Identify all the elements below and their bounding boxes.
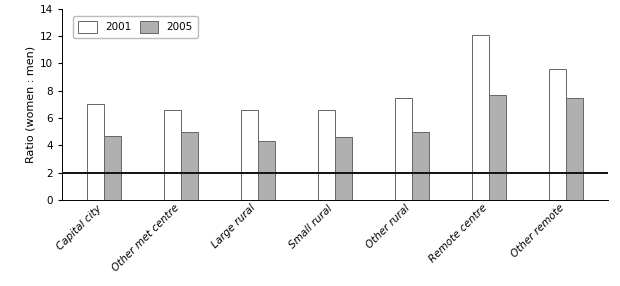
Bar — [412, 132, 429, 200]
Bar — [181, 132, 198, 200]
Bar — [87, 104, 104, 200]
Bar — [395, 98, 412, 200]
Bar — [258, 141, 275, 200]
Bar — [489, 95, 506, 200]
Bar — [318, 110, 335, 200]
Bar — [164, 110, 181, 200]
Bar — [241, 110, 258, 200]
Bar — [549, 69, 566, 200]
Bar — [335, 137, 352, 200]
Legend: 2001, 2005: 2001, 2005 — [73, 16, 198, 38]
Bar — [104, 136, 121, 200]
Y-axis label: Ratio (women : men): Ratio (women : men) — [25, 46, 35, 163]
Bar — [566, 98, 583, 200]
Bar — [472, 35, 489, 200]
